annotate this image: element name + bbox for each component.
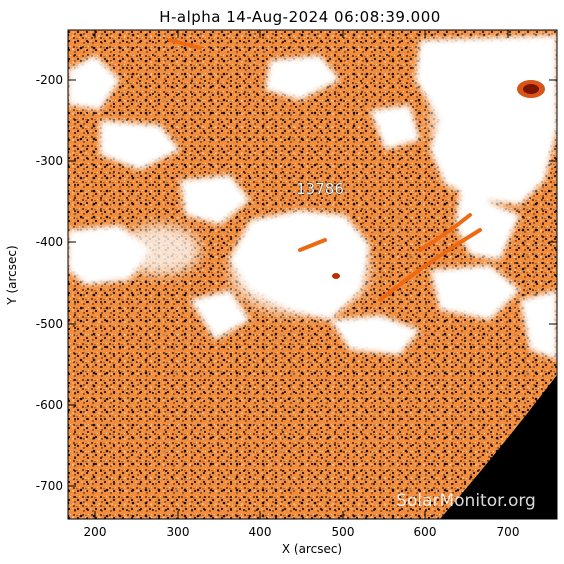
off-limb-space — [440, 375, 557, 519]
y-axis-label: Y (arcsec) — [5, 245, 19, 305]
y-axis-ticks — [68, 79, 557, 487]
y-tick-label: -200 — [36, 73, 63, 87]
y-tick-label: -700 — [36, 479, 63, 493]
x-tick-label: 500 — [332, 525, 355, 539]
x-tick-label: 400 — [249, 525, 272, 539]
y-tick-label: -600 — [36, 398, 63, 412]
image-title: H-alpha 14-Aug-2024 06:08:39.000 — [159, 8, 441, 26]
y-tick-label: -500 — [36, 317, 63, 331]
x-tick-label: 200 — [84, 525, 107, 539]
x-tick-label: 600 — [414, 525, 437, 539]
sunspot — [517, 80, 545, 98]
plot-frame — [67, 29, 558, 520]
active-region-label: 13786 — [296, 180, 344, 198]
x-tick-label: 300 — [167, 525, 190, 539]
filaments — [168, 38, 482, 302]
x-axis-ticks — [94, 30, 509, 519]
y-tick-label: -300 — [36, 154, 63, 168]
x-tick-label: 700 — [497, 525, 520, 539]
h-alpha-image: 13786 SolarMonitor.org — [68, 30, 557, 519]
x-axis-label: X (arcsec) — [282, 542, 342, 556]
y-tick-label: -400 — [36, 235, 63, 249]
x-tick-labels: 200 300 400 500 600 700 — [84, 525, 520, 539]
watermark: SolarMonitor.org — [396, 491, 536, 511]
y-tick-labels: -200 -300 -400 -500 -600 -700 — [36, 73, 63, 493]
